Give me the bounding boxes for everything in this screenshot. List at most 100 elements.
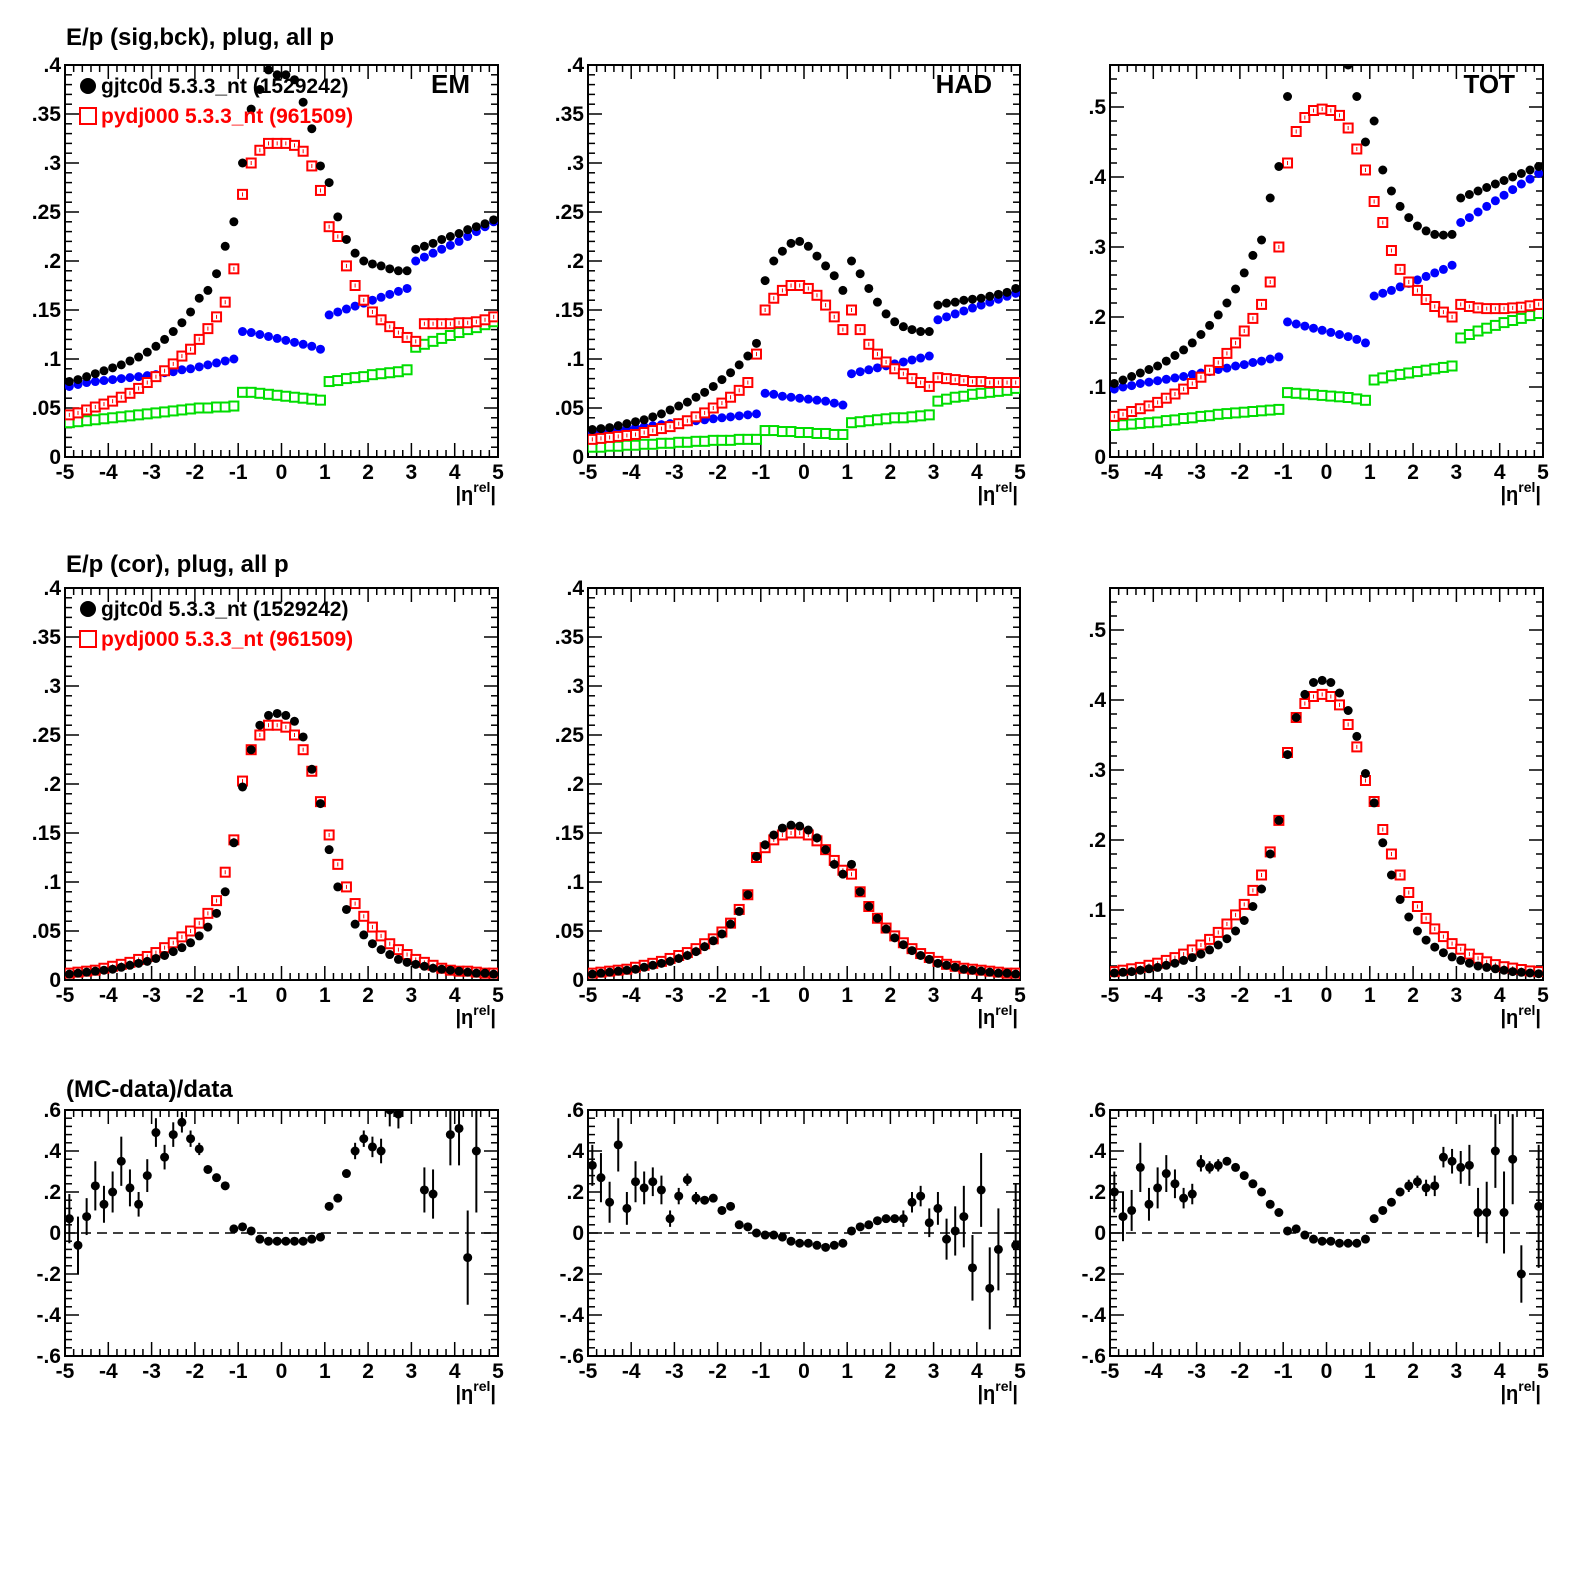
data-point (1170, 958, 1180, 968)
data-point (1360, 1234, 1370, 1244)
data-point (411, 959, 421, 969)
data-point (1343, 65, 1353, 70)
data-point (220, 1181, 230, 1191)
data-point (246, 104, 256, 114)
series-mc (588, 827, 1020, 979)
data-point (1110, 379, 1119, 388)
y-tick-label: -.6 (36, 1345, 61, 1368)
data-point (1291, 319, 1301, 329)
x-tick-label: -1 (751, 461, 770, 484)
data-point (65, 1214, 74, 1224)
data-point (307, 341, 317, 351)
data-point (1144, 365, 1154, 374)
data-point (1205, 1162, 1215, 1172)
data-point (471, 968, 481, 978)
x-axis-label: |ηrel| (1500, 1378, 1541, 1405)
data-point (1205, 320, 1215, 330)
x-tick-label: 5 (1537, 1360, 1549, 1383)
data-point (933, 315, 943, 325)
data-point (691, 1193, 701, 1203)
x-tick-label: 2 (885, 1360, 897, 1383)
data-point (993, 289, 1003, 299)
plot-area (588, 820, 1020, 979)
data-point (73, 375, 83, 385)
data-point (769, 389, 779, 399)
data-point (743, 1222, 753, 1232)
data-point (803, 241, 813, 251)
data-point (838, 285, 848, 295)
data-point (864, 1220, 874, 1230)
data-point (1117, 419, 1129, 431)
data-point (99, 376, 109, 386)
data-point (976, 293, 986, 303)
legend-label-mc: pydj000 5.3.3_nt (961509) (101, 628, 353, 651)
data-point (803, 1238, 813, 1248)
data-point (427, 335, 439, 347)
data-point (855, 367, 865, 377)
data-point (264, 710, 274, 720)
data-point (1127, 967, 1137, 977)
data-point (950, 297, 960, 307)
data-point (1178, 413, 1190, 424)
data-point (289, 75, 299, 85)
data-point (437, 244, 447, 254)
data-point (1334, 1238, 1344, 1248)
data-point (463, 967, 473, 977)
x-tick-label: -3 (665, 1360, 684, 1383)
data-point (924, 1218, 934, 1228)
x-tick-label: 1 (841, 1360, 853, 1383)
legend-marker-mc (79, 107, 97, 125)
data-point (656, 958, 666, 968)
data-point (1385, 370, 1397, 382)
data-point (967, 1263, 977, 1273)
data-point (950, 962, 960, 972)
data-point (760, 1230, 770, 1240)
data-point (837, 428, 849, 440)
row-title-cor: E/p (cor), plug, all p (66, 551, 289, 578)
data-point (976, 300, 986, 310)
data-point (734, 411, 744, 421)
x-tick-label: 1 (1364, 461, 1376, 484)
data-point (1291, 713, 1301, 722)
data-point (246, 1226, 256, 1236)
data-point (631, 1177, 641, 1187)
x-tick-label: 0 (1321, 984, 1333, 1007)
series-ratio (65, 1110, 481, 1305)
data-point (1144, 964, 1154, 974)
data-point (1386, 285, 1396, 295)
data-point (176, 404, 188, 416)
data-point (890, 933, 900, 943)
y-tick-label: .2 (1088, 829, 1106, 852)
data-point (454, 966, 464, 976)
data-point (116, 360, 126, 370)
data-point (246, 745, 256, 755)
x-tick-label: 3 (928, 461, 940, 484)
data-point (1360, 769, 1370, 778)
data-point (743, 410, 753, 420)
data-point (107, 412, 119, 424)
data-point (674, 953, 684, 963)
data-point (1534, 1201, 1543, 1211)
y-tick-label: .6 (43, 1099, 61, 1122)
data-point (272, 1236, 282, 1246)
data-point (108, 964, 118, 974)
data-point (480, 219, 490, 229)
data-point (1118, 382, 1128, 392)
x-tick-label: -4 (99, 461, 118, 484)
data-point (333, 882, 343, 892)
data-point (272, 708, 282, 718)
data-point (177, 318, 187, 328)
data-point (639, 962, 649, 972)
data-point (1011, 969, 1020, 979)
data-point (596, 1173, 606, 1183)
x-tick-label: -1 (229, 461, 248, 484)
data-point (307, 1234, 317, 1244)
data-point (1508, 185, 1518, 195)
data-point (691, 392, 701, 402)
data-point (116, 374, 126, 384)
x-tick-label: 2 (362, 984, 374, 1007)
series-data (65, 65, 498, 387)
data-point (812, 1240, 822, 1250)
data-point (1002, 968, 1012, 978)
x-tick-label: -3 (1187, 984, 1206, 1007)
